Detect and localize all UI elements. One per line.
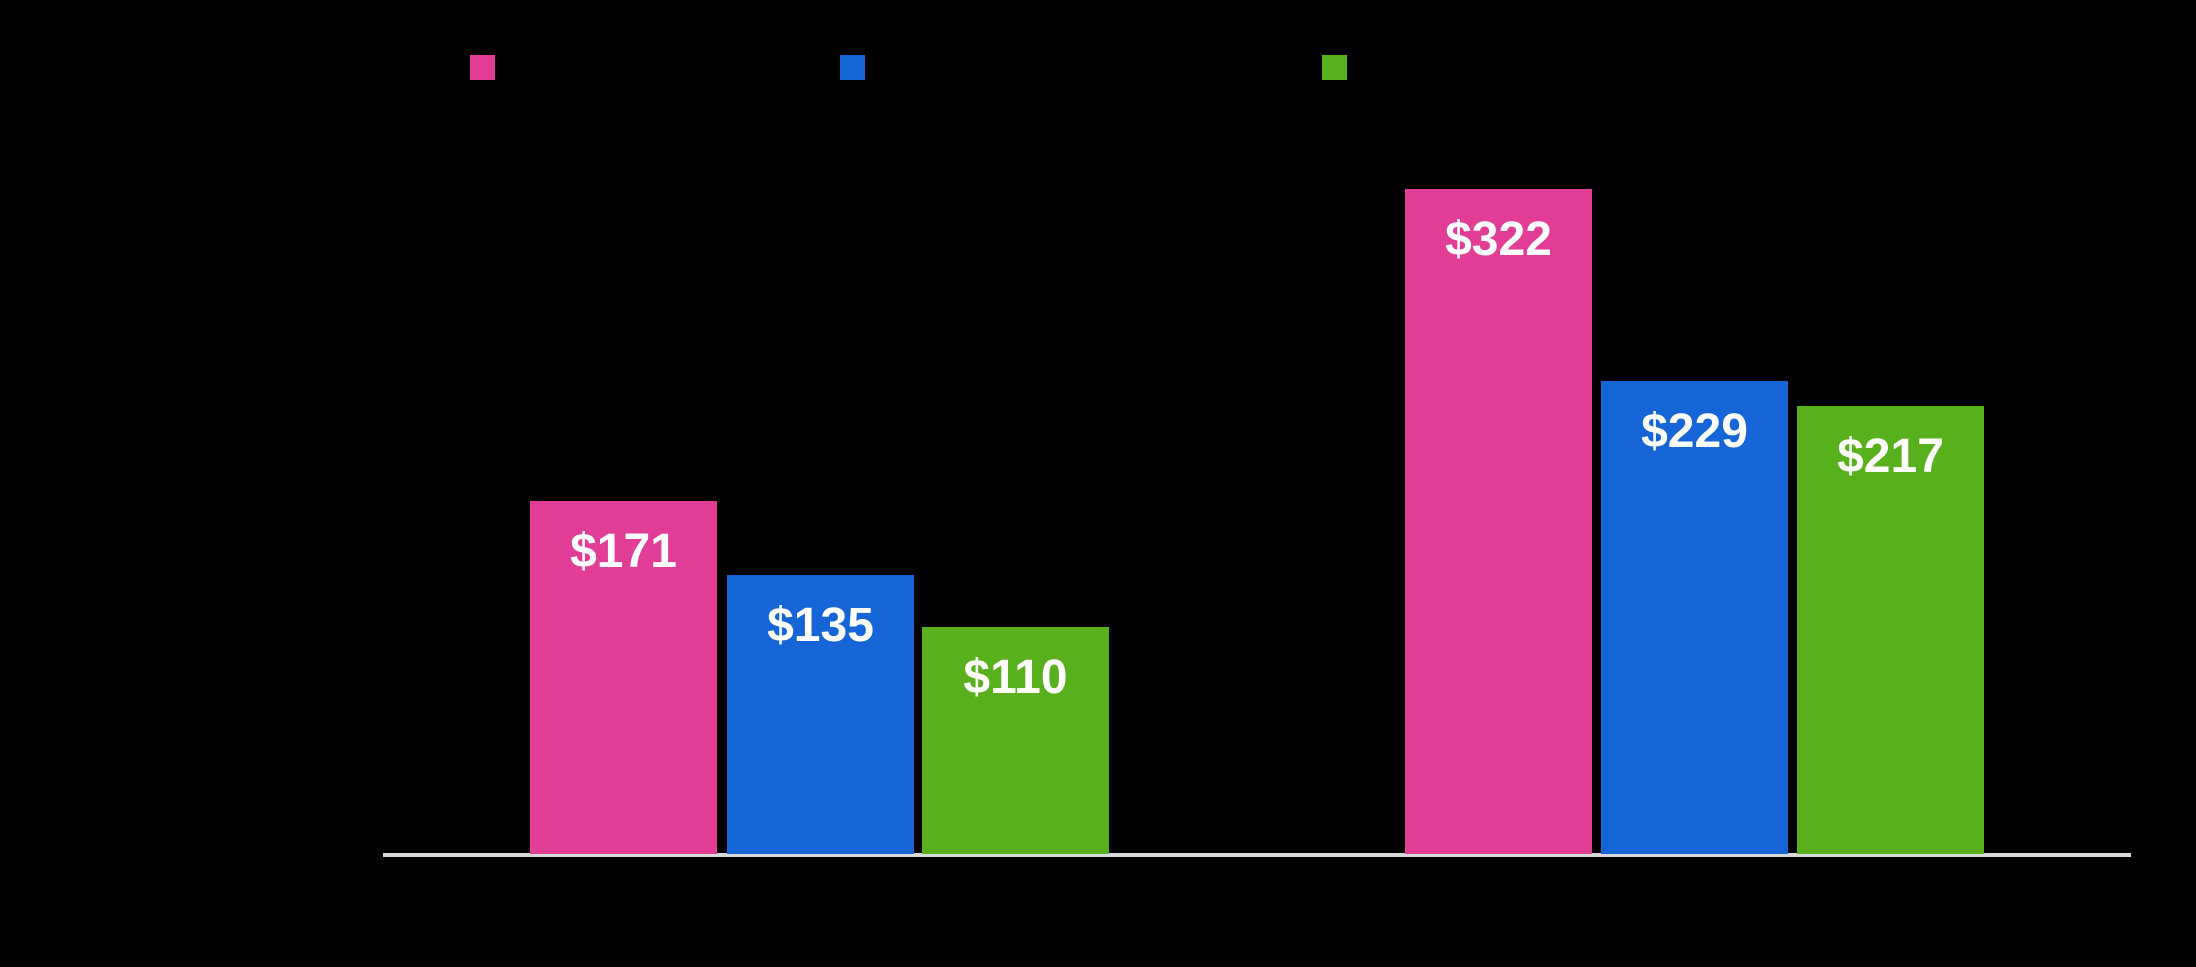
legend-swatch-series-2: [840, 55, 865, 80]
legend-swatch-series-3: [1322, 55, 1347, 80]
bar-group1-series3: $110: [922, 627, 1109, 854]
bar-value-label: $229: [1641, 405, 1748, 458]
bar-value-label: $110: [963, 651, 1068, 704]
bar-group1-series1: $171: [530, 501, 717, 854]
bar-group2-series3: $217: [1797, 406, 1984, 854]
bar-value-label: $217: [1837, 430, 1944, 483]
x-axis-baseline: [383, 853, 2131, 857]
bar-value-label: $135: [767, 599, 874, 652]
legend-swatch-series-1: [470, 55, 495, 80]
bar-group1-series2: $135: [727, 575, 914, 854]
bar-group2-series2: $229: [1601, 381, 1788, 854]
bar-group2-series1: $322: [1405, 189, 1592, 854]
bar-value-label: $322: [1445, 213, 1552, 266]
bar-value-label: $171: [570, 525, 677, 578]
